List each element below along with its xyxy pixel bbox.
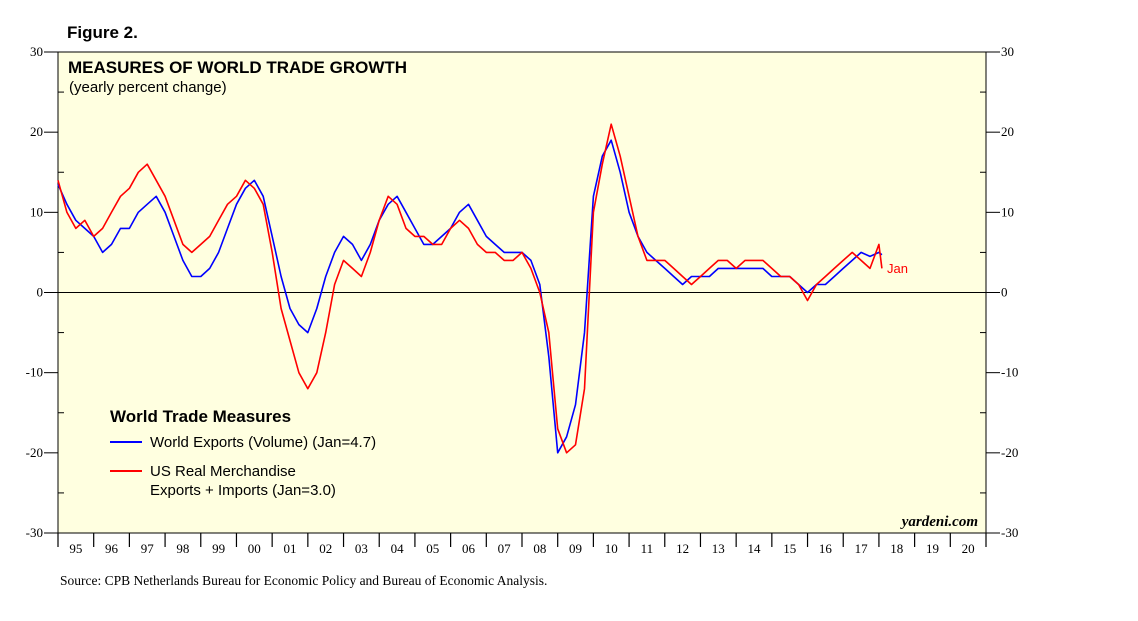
y-tick-label-left: -30	[26, 525, 43, 540]
x-tick-label: 03	[355, 541, 368, 556]
x-tick-label: 14	[748, 541, 762, 556]
x-tick-label: 12	[676, 541, 689, 556]
x-tick-label: 11	[641, 541, 654, 556]
y-axis-right: -30 -20 -10 0 10 20 30	[980, 44, 1018, 540]
source-note: Source: CPB Netherlands Bureau for Econo…	[60, 573, 548, 588]
x-tick-label: 20	[962, 541, 975, 556]
series-world-exports-line	[57, 139, 883, 454]
y-tick-label-left: -20	[26, 445, 43, 460]
x-tick-label: 05	[426, 541, 439, 556]
figure-label: Figure 2.	[67, 23, 138, 42]
y-tick-label-left: 20	[30, 124, 43, 139]
chart-title: MEASURES OF WORLD TRADE GROWTH	[68, 58, 407, 77]
x-tick-label: 15	[783, 541, 796, 556]
y-tick-label-right: -30	[1001, 525, 1018, 540]
x-tick-label: 16	[819, 541, 833, 556]
x-tick-label: 06	[462, 541, 476, 556]
chart-subtitle: (yearly percent change)	[69, 79, 227, 96]
y-tick-label-right: 30	[1001, 44, 1014, 59]
y-tick-label-left: 30	[30, 44, 43, 59]
x-tick-label: 10	[605, 541, 618, 556]
y-tick-label-left: -10	[26, 365, 43, 380]
y-tick-label-left: 10	[30, 204, 43, 219]
x-tick-label: 95	[69, 541, 82, 556]
y-tick-label-right: -10	[1001, 365, 1018, 380]
series-us-merchandise-line	[57, 123, 883, 454]
x-tick-label: 17	[855, 541, 869, 556]
x-tick-label: 00	[248, 541, 261, 556]
legend-label-world: World Exports (Volume) (Jan=4.7)	[150, 434, 376, 451]
x-tick-label: 02	[319, 541, 332, 556]
x-tick-label: 13	[712, 541, 725, 556]
x-tick-label: 18	[890, 541, 903, 556]
legend: World Trade Measures World Exports (Volu…	[110, 407, 376, 499]
y-tick-label-right: -20	[1001, 445, 1018, 460]
x-axis: 95 96 97 98 99 00 01 02 03 04 05 06 07 08 09 10 11 12 13 14…	[57, 533, 987, 556]
x-tick-label: 97	[141, 541, 155, 556]
y-axis-left: -30 -20 -10 0 10 20 30	[26, 44, 64, 540]
x-tick-label: 08	[533, 541, 546, 556]
legend-label-us-line1: US Real Merchandise	[150, 463, 296, 480]
x-tick-label: 07	[498, 541, 512, 556]
x-tick-label: 01	[284, 541, 297, 556]
legend-title: World Trade Measures	[110, 407, 291, 426]
y-tick-label-right: 10	[1001, 204, 1014, 219]
x-tick-label: 98	[176, 541, 189, 556]
end-label: Jan	[887, 261, 908, 276]
watermark: yardeni.com	[900, 514, 978, 530]
legend-label-us-line2: Exports + Imports (Jan=3.0)	[150, 482, 336, 499]
y-tick-label-left: 0	[37, 285, 44, 300]
y-tick-label-right: 0	[1001, 285, 1008, 300]
x-tick-label: 99	[212, 541, 225, 556]
x-tick-label: 96	[105, 541, 119, 556]
x-tick-label: 09	[569, 541, 582, 556]
x-tick-label: 19	[926, 541, 939, 556]
x-tick-label: 04	[391, 541, 405, 556]
y-tick-label-right: 20	[1001, 124, 1014, 139]
series-group	[57, 123, 883, 454]
